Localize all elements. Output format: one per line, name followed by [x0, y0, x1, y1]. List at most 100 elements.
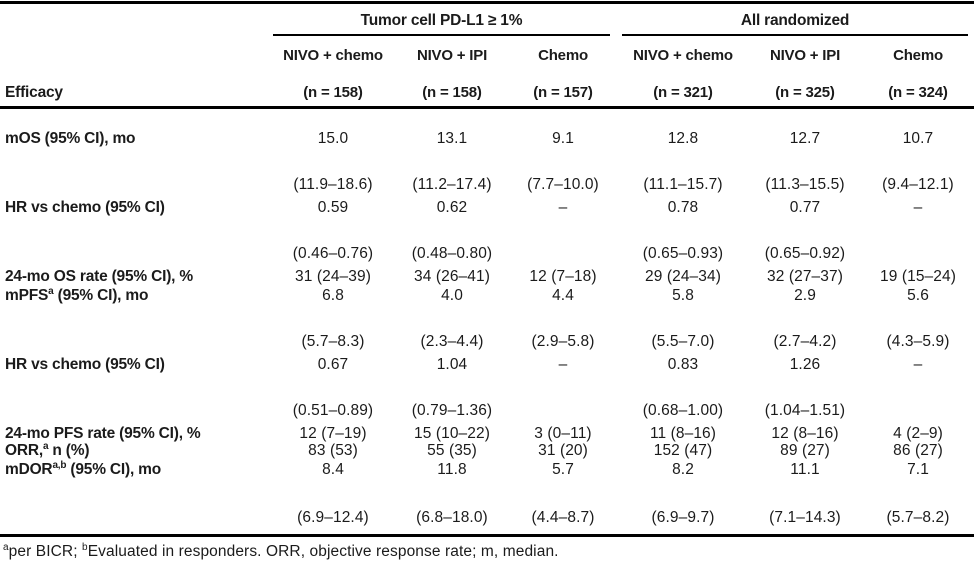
footnote: aper BICR; bEvaluated in responders. ORR… [0, 541, 974, 561]
cell-value: 10.7 [902, 130, 934, 147]
n-label: (n = 321) [653, 84, 713, 101]
data-cell: 13.1 (11.2–17.4) [396, 130, 508, 193]
cell-ci: (0.68–1.00) [642, 402, 724, 419]
row-label-sup: a,b [52, 459, 67, 471]
cell-ci: (4.4–8.7) [531, 509, 595, 526]
cell-value: 8.2 [672, 461, 694, 478]
cell-ci: (6.9–12.4) [297, 509, 369, 526]
data-cell: 10.7 (9.4–12.1) [862, 130, 974, 193]
cell-value: 5.7 [552, 461, 574, 478]
cell-value: 1.26 [789, 356, 821, 373]
data-cell: – [862, 356, 974, 419]
data-cell: 5.7 (4.4–8.7) [508, 461, 618, 526]
data-cell: 15 (10–22) [396, 425, 508, 442]
cell-value: 0.67 [317, 356, 349, 373]
cell-ci: (1.04–1.51) [764, 402, 846, 419]
data-cell: 86 (27) [862, 442, 974, 459]
arm-header: NIVO + chemo [633, 47, 733, 64]
cell-ci: (2.3–4.4) [420, 333, 484, 350]
cell-ci: (7.1–14.3) [769, 509, 841, 526]
row-label-text: HR vs chemo (95% CI) [5, 356, 165, 373]
data-cell: 32 (27–37) [748, 268, 862, 285]
footnote-sup-b: b [82, 541, 88, 553]
data-cell: 8.2 (6.9–9.7) [618, 461, 748, 526]
data-cell: 11 (8–16) [618, 425, 748, 442]
cell-value: 9.1 [552, 130, 574, 147]
row-label-text: mPFS [5, 287, 49, 304]
row-label: mDORa,b (95% CI), mo [0, 459, 270, 526]
data-cell: 2.9 (2.7–4.2) [748, 287, 862, 350]
cell-value: 31 (20) [538, 442, 588, 459]
data-cell: 4.0 (2.3–4.4) [396, 287, 508, 350]
table-row-hr-pfs: HR vs chemo (95% CI) 0.67 (0.51–0.89) 1.0… [0, 356, 974, 419]
cell-value: 5.8 [672, 287, 694, 304]
data-cell: 19 (15–24) [862, 268, 974, 285]
cell-value: – [558, 199, 568, 216]
data-cell: 7.1 (5.7–8.2) [862, 461, 974, 526]
data-cell: 0.62 (0.48–0.80) [396, 199, 508, 262]
row-label: mOS (95% CI), mo [0, 130, 270, 193]
row-label-post: (95% CI), mo [53, 287, 149, 304]
group-header-pdl1: Tumor cell PD-L1 ≥ 1% [273, 12, 610, 36]
table-row-orr: ORR,a n (%) 83 (53) 55 (35) 31 (20) 152 … [0, 441, 974, 459]
data-cell: – [862, 199, 974, 262]
data-cell: 89 (27) [748, 442, 862, 459]
arm-header: NIVO + IPI [769, 47, 841, 64]
data-cell: 0.59 (0.46–0.76) [270, 199, 396, 262]
efficacy-corner-label: Efficacy [5, 84, 63, 101]
cell-value: 32 (27–37) [767, 268, 843, 285]
data-cell: 9.1 (7.7–10.0) [508, 130, 618, 193]
cell-value: 34 (26–41) [414, 268, 490, 285]
cell-ci: (7.7–10.0) [527, 176, 599, 193]
header-bottom-rule [0, 106, 974, 109]
table-row-os-rate: 24-mo OS rate (95% CI), % 31 (24–39) 34 … [0, 268, 974, 285]
data-cell: 12 (8–16) [748, 425, 862, 442]
cell-value: 0.59 [317, 199, 349, 216]
cell-ci: (6.9–9.7) [651, 509, 715, 526]
cell-ci: (5.5–7.0) [651, 333, 715, 350]
cell-value: 15.0 [317, 130, 349, 147]
footnote-text-b: Evaluated in responders. ORR, objective … [87, 543, 559, 560]
cell-ci: (2.9–5.8) [531, 333, 595, 350]
cell-ci: (0.51–0.89) [292, 402, 374, 419]
table-bottom-rule [0, 534, 974, 537]
arm-header-row: NIVO + chemo NIVO + IPI Chemo NIVO + che… [0, 47, 974, 64]
row-label: ORR,a n (%) [0, 441, 270, 459]
data-cell: – [508, 199, 618, 262]
cell-value: 0.78 [667, 199, 699, 216]
row-label-sup: a [48, 285, 54, 297]
data-cell: 5.6 (4.3–5.9) [862, 287, 974, 350]
row-label-post: n (%) [48, 442, 90, 459]
data-cell: 55 (35) [396, 442, 508, 459]
row-label-text: HR vs chemo (95% CI) [5, 199, 165, 216]
data-cell: 11.1 (7.1–14.3) [748, 461, 862, 526]
data-cell: 4.4 (2.9–5.8) [508, 287, 618, 350]
cell-value: – [913, 199, 923, 216]
row-label: mPFSa (95% CI), mo [0, 285, 270, 350]
cell-value: 55 (35) [427, 442, 477, 459]
cell-value: 11.8 [437, 461, 467, 478]
footnote-sup-a: a [3, 541, 9, 553]
table-row-mpfs: mPFSa (95% CI), mo 6.8 (5.7–8.3) 4.0 (2.3–… [0, 285, 974, 350]
cell-value: 0.77 [789, 199, 821, 216]
data-cell: 12.7 (11.3–15.5) [748, 130, 862, 193]
cell-value: 4 (2–9) [893, 425, 943, 442]
cell-value: 12 (7–19) [299, 425, 367, 442]
data-cell: 8.4 (6.9–12.4) [270, 461, 396, 526]
data-cell: 34 (26–41) [396, 268, 508, 285]
cell-value: 3 (0–11) [534, 425, 592, 442]
cell-value: 11.1 [790, 461, 820, 478]
table-body: mOS (95% CI), mo 15.0 (11.9–18.6) 13.1 (11… [0, 109, 974, 526]
cell-ci: (6.8–18.0) [416, 509, 488, 526]
arm-header: Chemo [538, 47, 588, 64]
data-cell: 6.8 (5.7–8.3) [270, 287, 396, 350]
row-label-text: ORR, [5, 442, 43, 459]
n-label: (n = 157) [533, 84, 593, 101]
data-cell: 1.04 (0.79–1.36) [396, 356, 508, 419]
cell-ci: (5.7–8.3) [301, 333, 365, 350]
data-cell: 31 (24–39) [270, 268, 396, 285]
cell-value: 86 (27) [893, 442, 943, 459]
data-cell: – [508, 356, 618, 419]
n-label: (n = 158) [422, 84, 482, 101]
